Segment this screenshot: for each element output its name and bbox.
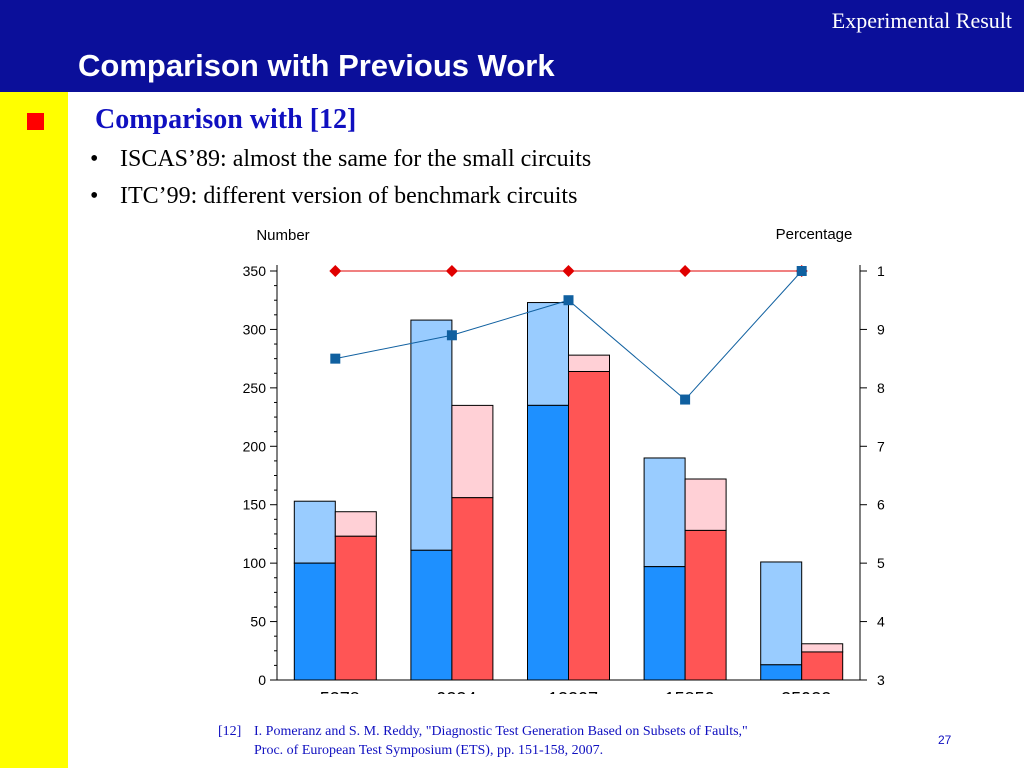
bar-base [334,535,377,681]
bar-total [293,500,336,564]
footnote: [12] I. Pomeranz and S. M. Reddy, "Diagno… [218,722,748,760]
right-tick-label: 50% [877,555,885,571]
diamond-marker [679,265,692,277]
bullet-dot-icon: • [90,183,99,209]
chart-svg: Number Percentage 0 50 100 150 200 250 300 350 30%… [243,226,913,709]
bar-total [410,319,453,551]
x-tick-label: s35932 [772,689,831,694]
bar-base [527,404,569,681]
left-tick-label: 50 [250,614,266,630]
bar-total [760,561,803,666]
right-tick-label: 90% [877,321,885,337]
bar-total [801,643,844,653]
square-marker [330,353,341,364]
bar-base [684,529,727,681]
square-marker [680,394,691,405]
bar-total [568,354,610,372]
bar-base [451,497,494,681]
bar-base [801,651,844,681]
comparison-chart: Number Percentage 0 50 100 150 200 250 300 350 30%… [225,222,913,709]
square-marker [796,266,807,276]
left-tick-label: 250 [243,380,267,396]
x-tick-label: s5378 [311,689,360,694]
right-tick-label: 60% [877,497,885,513]
diamond-marker [445,265,458,277]
left-tick-label: 0 [258,672,266,688]
bar-total [643,457,686,568]
right-tick-label: 70% [877,438,885,454]
bullet-item: • ISCAS’89: almost the same for the small… [90,146,591,173]
square-marker [563,295,574,306]
footnote-line-1: I. Pomeranz and S. M. Reddy, "Diagnostic… [254,724,748,739]
bullet-text: ISCAS’89: almost the same for the small … [120,146,592,172]
diamond-marker [329,265,342,277]
diamond-marker [562,265,575,277]
header-bar: Experimental Result Comparison with Prev… [0,0,1024,92]
left-tick-label: 200 [243,438,267,454]
left-axis-title: Number [256,227,309,244]
bullet-item: • ITC’99: different version of benchmark … [90,183,577,210]
bar-base [293,562,336,681]
bar-base [643,566,686,681]
left-tick-label: 350 [243,263,267,279]
bar-base [568,370,610,681]
left-tick-label: 300 [243,321,267,337]
footnote-ref: [12] [218,724,242,739]
x-tick-label: s13207 [539,689,598,694]
bar-total [527,302,569,406]
sidebar-strip [0,92,68,768]
x-tick-label: s9234 [427,689,476,694]
right-axis-title: Percentage [776,226,853,243]
bar-total [334,511,377,537]
bullet-text: ITC’99: different version of benchmark c… [120,183,578,209]
right-tick-label: 40% [877,614,885,630]
bar-base [410,549,453,681]
x-tick-label: s15850 [656,689,715,694]
footnote-line-2: Proc. of European Test Symposium (ETS), … [254,743,604,758]
bar-total [451,404,494,499]
section-label: Experimental Result [831,8,1012,33]
left-tick-label: 150 [243,497,267,513]
right-tick-label: 30% [877,672,885,688]
right-tick-label: 100% [877,263,885,279]
bullet-dot-icon: • [90,146,99,172]
square-marker [446,330,457,341]
content-heading: Comparison with [12] [95,104,357,135]
page-number: 27 [938,733,952,747]
right-tick-label: 80% [877,380,885,396]
slide-title: Comparison with Previous Work [78,48,555,83]
square-bullet-icon [27,113,44,130]
left-tick-label: 100 [243,555,267,571]
bar-base [760,664,803,681]
bar-total [684,478,727,531]
